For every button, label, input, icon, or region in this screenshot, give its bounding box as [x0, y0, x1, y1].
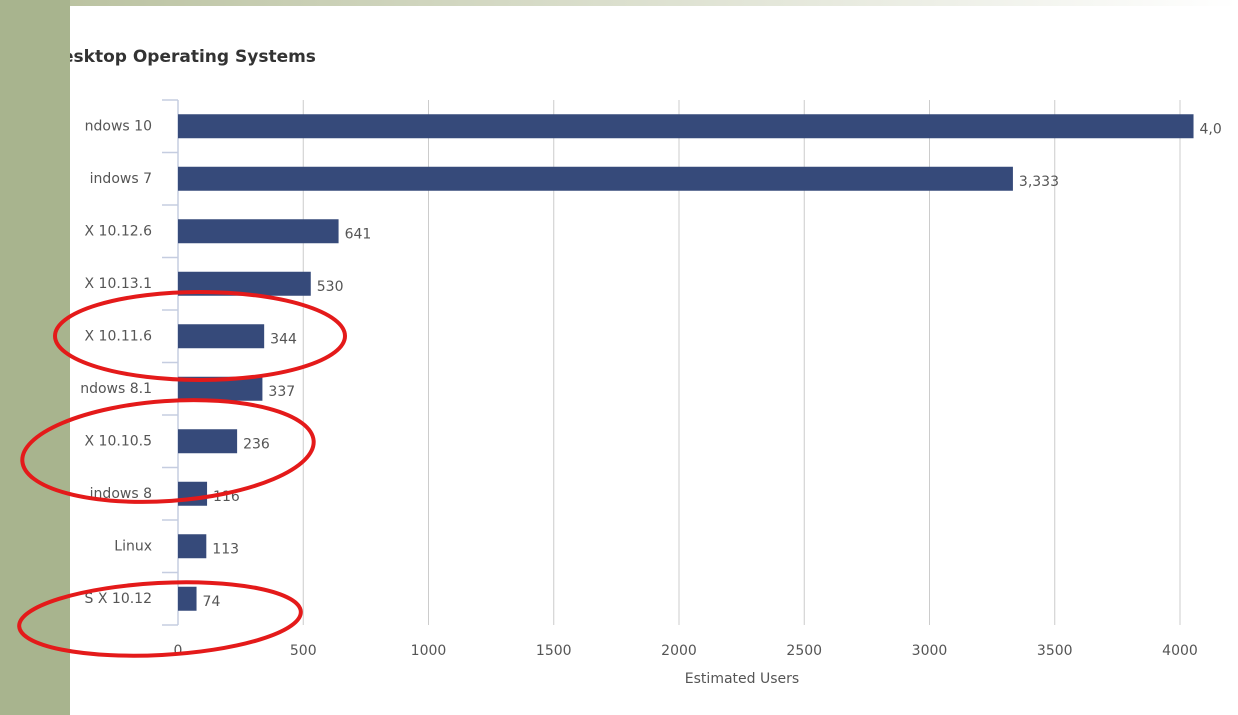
x-tick-label: 1000	[411, 643, 447, 659]
y-tick-label: X 10.12.6	[85, 223, 153, 239]
y-tick-label: indows 7	[90, 171, 152, 187]
y-tick-label: X 10.10.5	[85, 433, 152, 449]
bar	[178, 586, 197, 611]
y-tick-label: ndows 10	[85, 118, 152, 134]
bar	[178, 534, 207, 559]
x-tick-label: 3000	[912, 643, 948, 659]
value-label: 236	[243, 436, 270, 452]
x-axis-label: Estimated Users	[685, 671, 799, 687]
y-tick-label: indows 8	[90, 486, 152, 502]
highlight-ellipse	[53, 290, 347, 382]
y-tick-label: X 10.11.6	[85, 328, 153, 344]
bar	[178, 429, 238, 454]
y-tick-label: Linux	[114, 538, 152, 554]
bar	[178, 114, 1194, 139]
y-tick-label: X 10.13.1	[85, 276, 152, 292]
x-tick-label: 500	[290, 643, 317, 659]
x-tick-label: 1500	[536, 643, 572, 659]
value-label: 74	[203, 594, 221, 610]
sidebar	[0, 0, 70, 715]
highlight-ellipse	[20, 398, 316, 504]
x-tick-label: 2500	[786, 643, 822, 659]
bar	[178, 324, 265, 349]
bar	[178, 481, 208, 506]
bar	[178, 219, 339, 244]
value-label: 344	[270, 331, 297, 347]
x-tick-label: 4000	[1162, 643, 1198, 659]
value-label: 113	[212, 541, 239, 557]
chart-title: esktop Operating Systems	[62, 47, 316, 67]
value-label: 3,333	[1019, 174, 1059, 190]
highlight-ellipse	[17, 580, 303, 658]
y-tick-label: S X 10.12	[85, 591, 152, 607]
value-label: 337	[268, 384, 295, 400]
value-label: 530	[317, 279, 344, 295]
x-tick-label: 3500	[1037, 643, 1073, 659]
value-label: 641	[345, 226, 372, 242]
top-band	[0, 0, 1238, 6]
annotations	[17, 290, 347, 658]
bar	[178, 166, 1013, 191]
x-tick-label: 2000	[661, 643, 697, 659]
x-tick-label: 0	[174, 643, 183, 659]
plot: 0 500 1000 1500 2000 2500 3000 3500 4000 ndows 10…	[80, 99, 1222, 659]
value-label: 4,0	[1200, 121, 1222, 137]
y-tick-label: ndows 8.1	[80, 381, 152, 397]
